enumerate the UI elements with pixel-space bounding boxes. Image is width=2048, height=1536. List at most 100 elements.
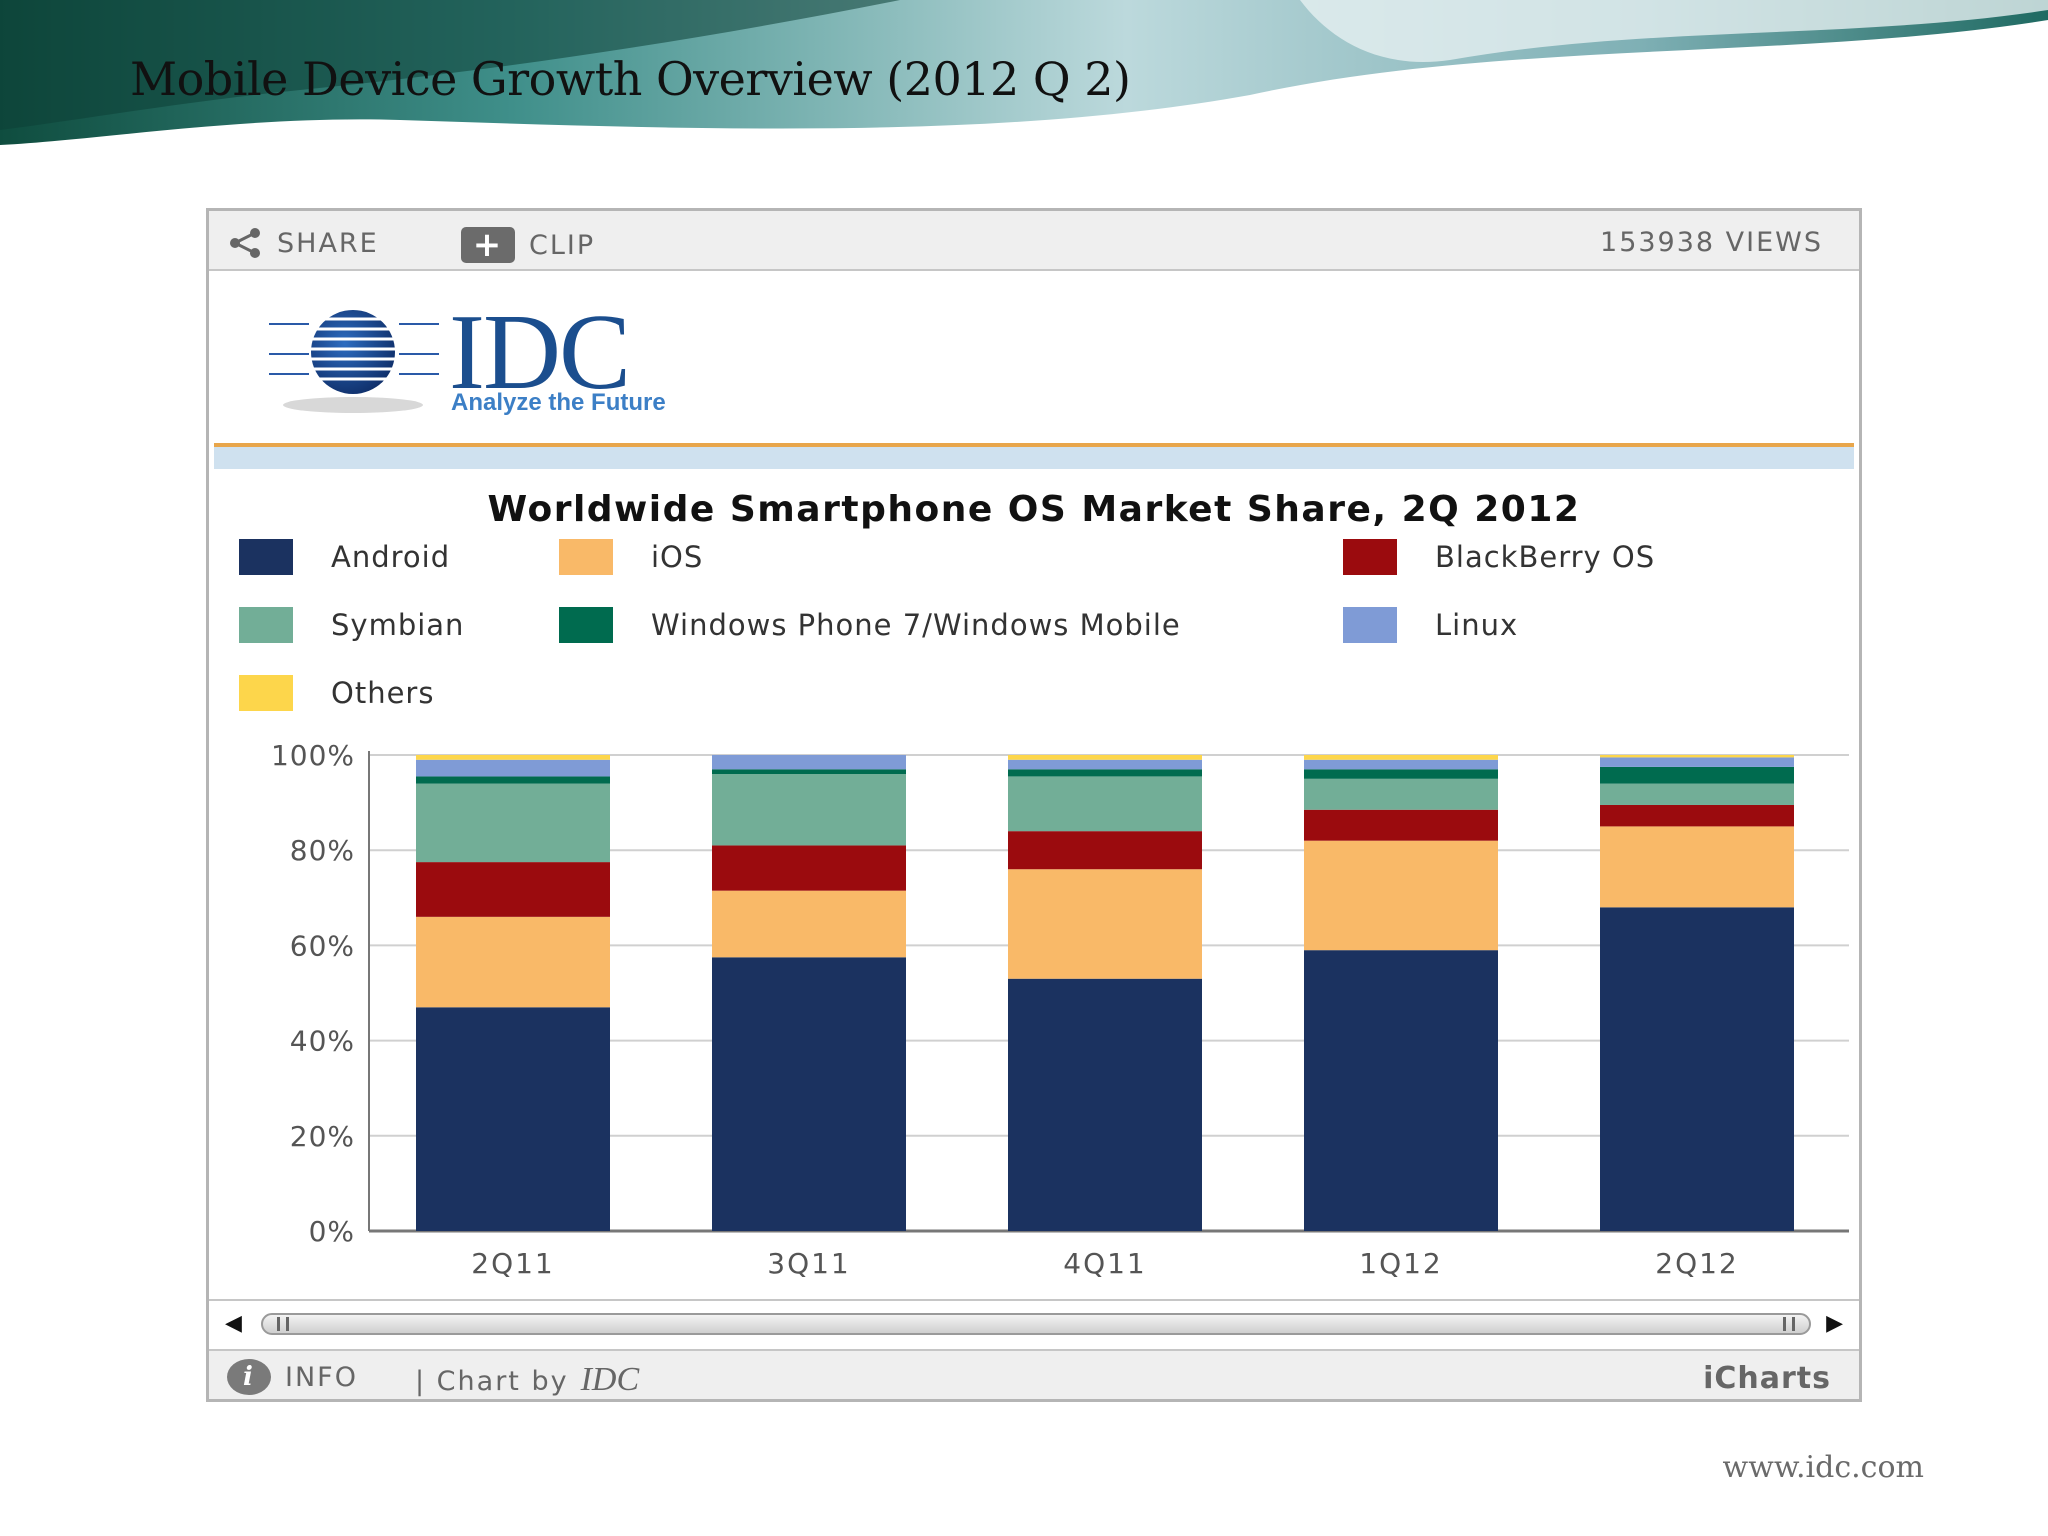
bar-segment-blackberry-os xyxy=(1304,809,1498,841)
bar-segment-android xyxy=(416,1007,610,1231)
legend-item[interactable]: Linux xyxy=(1343,607,1518,643)
legend-label: Android xyxy=(331,540,451,574)
y-tick-label: 80% xyxy=(290,834,355,867)
bar-segment-windows-phone-7-windows-mobile xyxy=(1304,769,1498,779)
y-tick-label: 20% xyxy=(290,1120,355,1153)
clip-label: CLIP xyxy=(529,229,596,261)
bar-segment-linux xyxy=(1600,757,1794,767)
info-label: INFO xyxy=(285,1361,358,1393)
x-tick-label: 2Q11 xyxy=(471,1247,554,1280)
y-tick-label: 40% xyxy=(290,1025,355,1058)
bar-segment-blackberry-os xyxy=(712,845,906,891)
share-icon xyxy=(230,228,260,258)
bar-segment-symbian xyxy=(416,783,610,863)
bar-segment-windows-phone-7-windows-mobile xyxy=(1008,769,1202,777)
scroll-right-arrow-icon[interactable]: ▶ xyxy=(1826,1311,1843,1336)
legend-item[interactable]: BlackBerry OS xyxy=(1343,539,1655,575)
legend-item[interactable]: Android xyxy=(239,539,450,575)
chart-by-label: | Chart by xyxy=(415,1366,569,1397)
x-tick-label: 3Q11 xyxy=(767,1247,850,1280)
legend-label: Others xyxy=(331,676,435,710)
bar-segment-symbian xyxy=(712,774,906,846)
bar-segment-ios xyxy=(1304,840,1498,951)
share-button[interactable]: SHARE xyxy=(227,227,379,259)
bar-segment-symbian xyxy=(1304,778,1498,810)
legend-swatch xyxy=(559,539,613,575)
bar-segment-ios xyxy=(712,890,906,958)
scroll-left-arrow-icon[interactable]: ◀ xyxy=(225,1311,242,1336)
footer-url: www.idc.com xyxy=(1722,1450,1924,1485)
y-tick-label: 60% xyxy=(290,929,355,962)
legend-swatch xyxy=(239,607,293,643)
legend-swatch xyxy=(239,539,293,575)
legend-item[interactable]: Windows Phone 7/Windows Mobile xyxy=(559,607,1181,643)
scroll-grip-left[interactable] xyxy=(277,1317,289,1331)
info-icon: i xyxy=(227,1359,271,1395)
bar-segment-android xyxy=(1304,950,1498,1231)
bar-segment-linux xyxy=(416,759,610,777)
views-count: 153938 VIEWS xyxy=(1600,227,1823,258)
chart-scrollbar[interactable]: ◀ ▶ xyxy=(209,1299,1859,1349)
icharts-brand: iCharts xyxy=(1703,1361,1831,1396)
header-divider-blue xyxy=(214,447,1854,469)
bar-segment-others xyxy=(1600,755,1794,758)
clip-button[interactable]: + CLIP xyxy=(461,227,595,263)
stacked-bar-chart: 0% 20% 40% 60% 80% 100% 2Q11 3Q11 4Q11 1Q12 2Q12 xyxy=(271,739,1849,1280)
chart-credit: | Chart by IDC xyxy=(415,1361,639,1399)
bar-segment-others xyxy=(1304,755,1498,760)
bar-segment-linux xyxy=(1304,759,1498,770)
legend-label: Windows Phone 7/Windows Mobile xyxy=(651,608,1181,642)
legend-label: Linux xyxy=(1435,608,1519,642)
legend-item[interactable]: Symbian xyxy=(239,607,464,643)
x-tick-label: 2Q12 xyxy=(1655,1247,1738,1280)
bar-segment-windows-phone-7-windows-mobile xyxy=(1600,766,1794,784)
bar-segment-symbian xyxy=(1600,783,1794,805)
bar-segment-symbian xyxy=(1008,776,1202,832)
bar-segment-android xyxy=(1600,907,1794,1231)
bar-segment-linux xyxy=(712,755,906,770)
legend-swatch xyxy=(1343,539,1397,575)
bar-segment-ios xyxy=(416,916,610,1008)
legend-swatch xyxy=(1343,607,1397,643)
chart-title: Worldwide Smartphone OS Market Share, 2Q… xyxy=(487,489,1581,530)
bar-segment-android xyxy=(1008,978,1202,1231)
bar-segment-ios xyxy=(1600,826,1794,908)
clip-plus-icon: + xyxy=(461,227,515,263)
share-label: SHARE xyxy=(277,227,379,259)
widget-toolbar: SHARE + CLIP 153938 VIEWS xyxy=(209,211,1859,271)
chart-widget: SHARE + CLIP 153938 VIEWS xyxy=(206,208,1862,1402)
legend-label: Symbian xyxy=(331,608,465,642)
legend-label: iOS xyxy=(651,540,704,574)
idc-globe-icon xyxy=(269,310,439,413)
legend-label: BlackBerry OS xyxy=(1435,540,1656,574)
scroll-track[interactable] xyxy=(261,1313,1811,1335)
chart-by-brand: IDC xyxy=(580,1361,640,1398)
bar-segment-blackberry-os xyxy=(416,862,610,917)
slide-header-banner xyxy=(0,0,2048,145)
bar-segment-others xyxy=(416,755,610,760)
info-button[interactable]: i INFO xyxy=(227,1359,358,1395)
legend-item[interactable]: Others xyxy=(239,675,434,711)
idc-logo-text: IDC xyxy=(449,293,631,412)
idc-logo: IDC Analyze the Future xyxy=(269,293,789,437)
idc-tagline: Analyze the Future xyxy=(451,389,666,416)
bar-segment-linux xyxy=(1008,759,1202,770)
slide-title: Mobile Device Growth Overview (2012 Q 2) xyxy=(130,52,1131,106)
legend-item[interactable]: iOS xyxy=(559,539,703,575)
bar-segment-blackberry-os xyxy=(1008,831,1202,870)
y-tick-label: 100% xyxy=(271,739,355,772)
scroll-grip-right[interactable] xyxy=(1783,1317,1795,1331)
x-tick-label: 1Q12 xyxy=(1359,1247,1442,1280)
bar-segment-android xyxy=(712,957,906,1231)
header-divider-orange xyxy=(214,443,1854,447)
bar-segment-blackberry-os xyxy=(1600,804,1794,827)
bar-segment-ios xyxy=(1008,869,1202,979)
bar-segment-windows-phone-7-windows-mobile xyxy=(416,776,610,784)
bar-segment-others xyxy=(1008,755,1202,760)
widget-footer: i INFO | Chart by IDC iCharts xyxy=(209,1349,1859,1399)
y-tick-label: 0% xyxy=(309,1215,355,1248)
x-tick-label: 4Q11 xyxy=(1063,1247,1146,1280)
legend-swatch xyxy=(239,675,293,711)
legend-swatch xyxy=(559,607,613,643)
bar-segment-windows-phone-7-windows-mobile xyxy=(712,769,906,775)
